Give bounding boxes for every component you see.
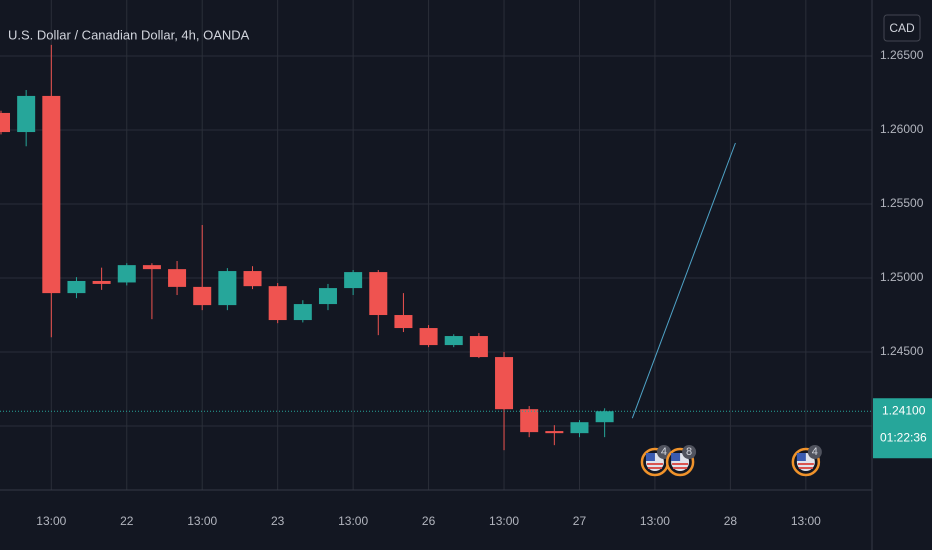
candle-body: [394, 315, 413, 329]
last-price-label: 1.24100: [882, 403, 926, 417]
x-tick-label: 23: [271, 514, 285, 528]
y-tick-label: 1.25000: [880, 270, 924, 284]
x-tick-label: 13:00: [640, 514, 670, 528]
candle-body: [595, 411, 614, 423]
candle-body: [570, 422, 589, 434]
candle-body: [92, 280, 111, 284]
event-count: 4: [661, 446, 667, 458]
candle-body: [520, 409, 539, 433]
countdown-label: 01:22:36: [880, 430, 927, 444]
candle-body: [419, 328, 438, 346]
candle-body: [495, 357, 514, 410]
candle-body: [469, 336, 488, 358]
candle-body: [293, 304, 312, 321]
event-marker[interactable]: 8: [665, 445, 697, 477]
event-icon-stripe: [796, 453, 806, 461]
candle-body: [369, 272, 388, 316]
candle-body: [67, 280, 86, 294]
candle-body: [218, 271, 237, 306]
y-tick-label: 1.26500: [880, 48, 924, 62]
x-tick-label: 13:00: [187, 514, 217, 528]
x-tick-label: 13:00: [338, 514, 368, 528]
candle-body: [545, 431, 564, 434]
event-count: 8: [686, 446, 692, 458]
x-tick-label: 22: [120, 514, 134, 528]
currency-box[interactable]: [883, 14, 921, 42]
candle-body: [268, 286, 287, 321]
event-count: 4: [812, 446, 818, 458]
y-tick-label: 1.24500: [880, 344, 924, 358]
candle-body: [344, 272, 363, 289]
x-tick-label: 28: [724, 514, 738, 528]
candle-body: [193, 286, 212, 306]
y-tick-label: 1.26000: [880, 122, 924, 136]
x-tick-label: 26: [422, 514, 436, 528]
event-icon-stripe: [645, 453, 655, 461]
event-count-badge: [807, 445, 822, 459]
x-tick-label: 27: [573, 514, 587, 528]
y-tick-label: 1.25500: [880, 196, 924, 210]
trend-line: [631, 142, 736, 419]
candle-body: [142, 265, 161, 270]
event-icon-stripe: [671, 453, 681, 461]
candle-body: [168, 269, 187, 287]
candle-body: [318, 288, 337, 305]
event-marker[interactable]: 4: [640, 445, 671, 477]
candle-body: [444, 336, 463, 346]
chart-title: U.S. Dollar / Canadian Dollar, 4h, OANDA: [8, 27, 250, 42]
candle-body: [243, 271, 262, 287]
event-marker[interactable]: 4: [791, 445, 822, 477]
candle-body: [117, 265, 136, 283]
x-tick-label: 13:00: [36, 514, 66, 528]
candle-body: [0, 112, 11, 133]
x-tick-label: 13:00: [791, 514, 821, 528]
event-count-badge: [682, 445, 697, 459]
candle-body: [42, 95, 61, 294]
last-price-box: [873, 398, 932, 459]
candle-body: [17, 95, 36, 133]
currency-label: CAD: [889, 21, 915, 35]
x-tick-label: 13:00: [489, 514, 519, 528]
